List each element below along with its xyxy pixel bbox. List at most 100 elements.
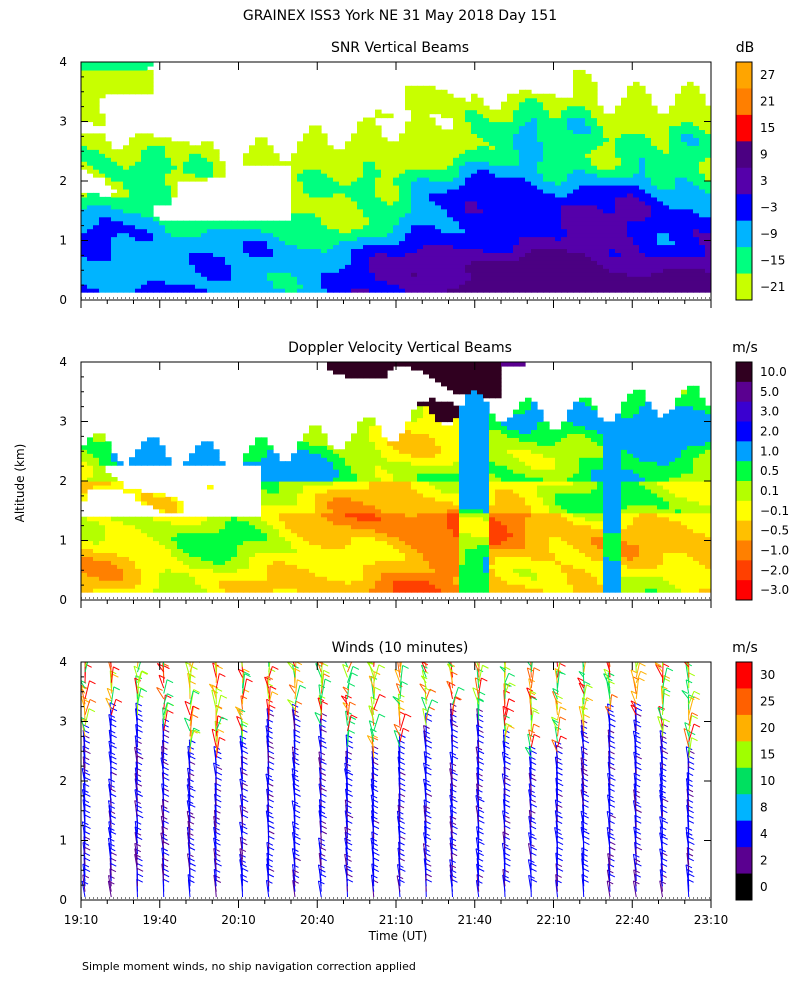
field-cell: [429, 272, 436, 277]
field-cell: [513, 236, 520, 242]
field-cell: [537, 177, 544, 182]
field-cell: [141, 264, 148, 269]
field-cell: [513, 93, 520, 99]
field-cell: [249, 240, 256, 246]
field-cell: [627, 288, 634, 293]
field-cell: [129, 165, 136, 170]
field-cell: [579, 224, 586, 230]
field-cell: [147, 184, 154, 190]
field-cell: [483, 149, 490, 154]
field-cell: [369, 268, 376, 273]
field-cell: [555, 196, 562, 202]
field-cell: [81, 97, 88, 103]
field-cell: [447, 264, 454, 269]
field-cell: [651, 260, 658, 265]
field-cell: [537, 184, 544, 190]
field-cell: [645, 196, 652, 202]
field-cell: [429, 149, 436, 154]
field-cell: [111, 153, 118, 158]
field-cell: [153, 149, 160, 154]
field-cell: [177, 256, 184, 261]
field-cell: [243, 153, 250, 158]
field-cell: [87, 532, 94, 538]
field-cell: [435, 280, 442, 285]
field-cell: [93, 65, 100, 71]
field-cell: [99, 85, 106, 91]
field-cell: [483, 181, 490, 186]
field-cell: [477, 200, 484, 206]
y-tick-label: 4: [59, 55, 67, 69]
field-cell: [675, 196, 682, 202]
field-cell: [117, 177, 124, 182]
field-cell: [87, 236, 94, 242]
field-cell: [345, 272, 352, 277]
field-cell: [483, 141, 490, 146]
field-cell: [495, 244, 502, 250]
field-cell: [495, 272, 502, 277]
field-cell: [543, 133, 550, 138]
field-cell: [465, 137, 472, 142]
field-cell: [123, 62, 130, 67]
field-cell: [603, 276, 610, 281]
field-cell: [147, 445, 154, 450]
field-cell: [87, 548, 94, 553]
field-cell: [567, 97, 574, 103]
field-cell: [159, 457, 166, 462]
field-cell: [507, 280, 514, 285]
field-cell: [165, 504, 172, 510]
field-cell: [321, 208, 328, 214]
field-cell: [687, 192, 694, 198]
field-cell: [165, 177, 172, 182]
field-cell: [333, 157, 340, 162]
field-cell: [417, 105, 424, 111]
field-cell: [567, 280, 574, 285]
field-cell: [327, 224, 334, 230]
field-cell: [657, 224, 664, 230]
field-cell: [567, 184, 574, 190]
field-cell: [303, 260, 310, 265]
field-cell: [561, 268, 568, 273]
field-cell: [645, 208, 652, 214]
field-cell: [495, 232, 502, 238]
field-cell: [615, 212, 622, 218]
field-cell: [171, 153, 178, 158]
field-cell: [477, 272, 484, 277]
field-cell: [453, 260, 460, 265]
field-cell: [621, 177, 628, 182]
field-cell: [195, 149, 202, 154]
field-cell: [675, 240, 682, 246]
field-cell: [645, 232, 652, 238]
field-cell: [555, 125, 562, 131]
field-cell: [495, 141, 502, 146]
field-cell: [423, 161, 430, 166]
field-cell: [123, 77, 130, 83]
field-cell: [687, 236, 694, 242]
field-cell: [81, 524, 88, 530]
field-cell: [357, 157, 364, 162]
field-cell: [123, 177, 130, 182]
field-cell: [105, 208, 112, 214]
field-cell: [453, 169, 460, 174]
field-cell: [159, 461, 166, 466]
field-cell: [129, 240, 136, 246]
field-cell: [489, 137, 496, 142]
field-cell: [579, 85, 586, 91]
field-cell: [657, 256, 664, 261]
field-cell: [417, 101, 424, 107]
field-cell: [345, 208, 352, 214]
field-cell: [339, 165, 346, 170]
field-cell: [585, 73, 592, 79]
field-cell: [675, 252, 682, 257]
field-cell: [555, 240, 562, 246]
field-cell: [555, 204, 562, 210]
field-cell: [99, 165, 106, 170]
field-cell: [303, 196, 310, 202]
field-cell: [171, 224, 178, 230]
field-cell: [351, 248, 358, 253]
field-cell: [519, 208, 526, 214]
field-cell: [189, 256, 196, 261]
field-cell: [693, 232, 700, 238]
field-cell: [687, 276, 694, 281]
field-cell: [237, 280, 244, 285]
field-cell: [159, 240, 166, 246]
